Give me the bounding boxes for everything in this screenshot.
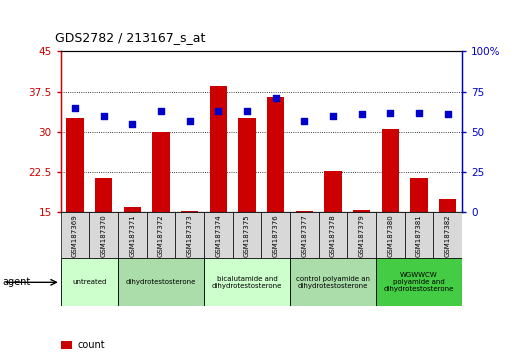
Bar <box>204 258 290 306</box>
Bar <box>147 212 175 258</box>
Text: GSM187382: GSM187382 <box>445 215 451 257</box>
Bar <box>296 211 313 212</box>
Point <box>157 108 165 114</box>
Bar <box>89 212 118 258</box>
Bar <box>347 212 376 258</box>
Bar <box>410 177 428 212</box>
Text: control polyamide an
dihydrotestosterone: control polyamide an dihydrotestosterone <box>296 276 370 289</box>
Text: GSM187373: GSM187373 <box>187 215 193 257</box>
Bar <box>210 86 227 212</box>
Bar <box>382 129 399 212</box>
Bar <box>95 177 112 212</box>
Text: bicalutamide and
dihydrotestosterone: bicalutamide and dihydrotestosterone <box>212 276 282 289</box>
Bar <box>153 132 169 212</box>
Bar <box>319 212 347 258</box>
Text: GSM187371: GSM187371 <box>129 215 135 257</box>
Bar <box>324 171 342 212</box>
Point <box>386 110 394 115</box>
Bar <box>376 258 462 306</box>
Bar <box>267 97 284 212</box>
Text: GSM187372: GSM187372 <box>158 215 164 257</box>
Bar <box>233 212 261 258</box>
Text: GSM187380: GSM187380 <box>388 215 393 257</box>
Bar <box>118 212 147 258</box>
Point <box>415 110 423 115</box>
Text: GSM187381: GSM187381 <box>416 215 422 257</box>
Point <box>99 113 108 119</box>
Bar <box>204 212 233 258</box>
Bar <box>353 210 370 212</box>
Bar <box>404 212 433 258</box>
Text: GSM187374: GSM187374 <box>215 215 221 257</box>
Point <box>185 118 194 124</box>
Bar <box>61 258 118 306</box>
Text: count: count <box>78 340 105 350</box>
Text: WGWWCW
polyamide and
dihydrotestosterone: WGWWCW polyamide and dihydrotestosterone <box>384 272 454 292</box>
Point <box>300 118 308 124</box>
Point <box>71 105 79 110</box>
Text: untreated: untreated <box>72 279 107 285</box>
Bar <box>439 199 456 212</box>
Point <box>271 95 280 101</box>
Text: GSM187378: GSM187378 <box>330 215 336 257</box>
Point <box>357 111 366 117</box>
Bar <box>261 212 290 258</box>
Bar <box>61 212 89 258</box>
Point <box>329 113 337 119</box>
Text: dihydrotestosterone: dihydrotestosterone <box>126 279 196 285</box>
Bar <box>181 211 199 212</box>
Bar <box>175 212 204 258</box>
Bar <box>376 212 404 258</box>
Bar <box>124 207 141 212</box>
Text: GSM187370: GSM187370 <box>101 215 107 257</box>
Bar <box>118 258 204 306</box>
Bar <box>67 119 83 212</box>
Text: GDS2782 / 213167_s_at: GDS2782 / 213167_s_at <box>55 31 206 44</box>
Text: GSM187369: GSM187369 <box>72 215 78 257</box>
Text: GSM187379: GSM187379 <box>359 215 365 257</box>
Text: GSM187375: GSM187375 <box>244 215 250 257</box>
Point <box>128 121 137 127</box>
Text: GSM187377: GSM187377 <box>301 215 307 257</box>
Bar <box>433 212 462 258</box>
Bar <box>290 212 319 258</box>
Point <box>243 108 251 114</box>
Bar <box>239 119 256 212</box>
Text: agent: agent <box>3 277 31 287</box>
Point <box>214 108 223 114</box>
Point <box>444 111 452 117</box>
Text: GSM187376: GSM187376 <box>272 215 279 257</box>
Bar <box>290 258 376 306</box>
